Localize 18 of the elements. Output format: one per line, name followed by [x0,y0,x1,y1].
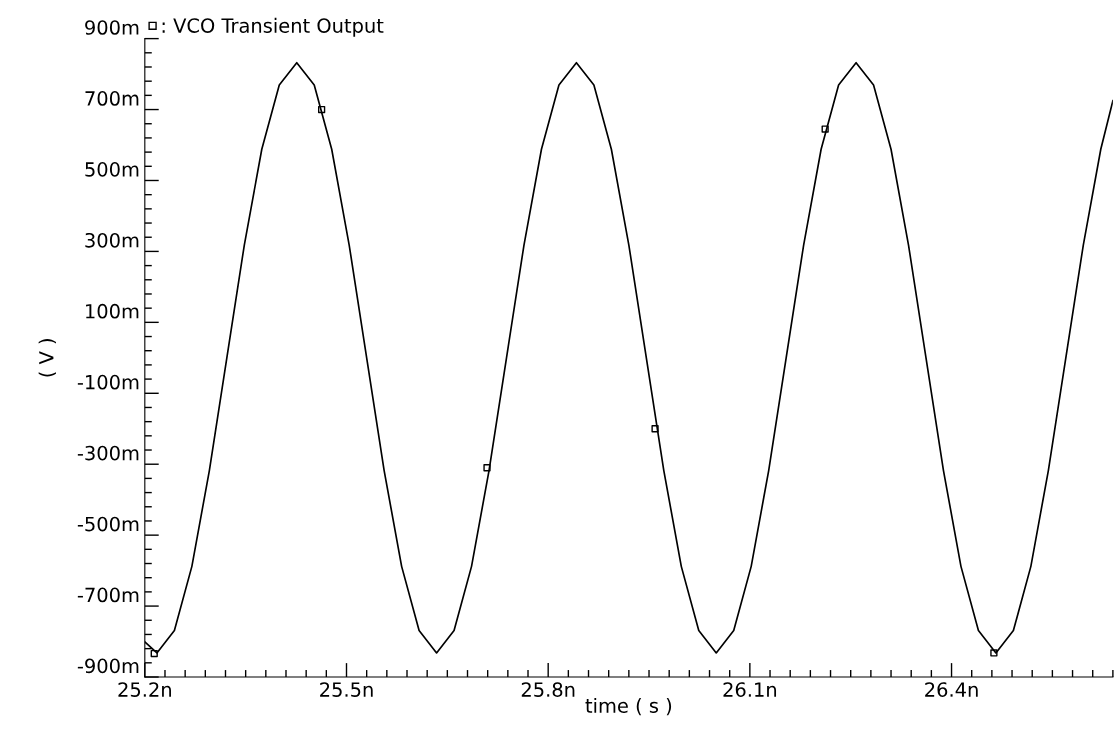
y-tick-label: -900m [77,658,139,674]
y-tick-label: -300m [77,445,139,461]
x-tick-label: 25.2n [118,682,171,697]
legend-label: : VCO Transient Output [162,17,384,37]
y-tick-label: -100m [77,374,139,390]
x-tick-label: 26.1n [723,682,777,697]
y-tick-label: 300m [85,232,139,248]
x-axis-title: time ( s ) [585,697,672,716]
y-tick-label: 500m [85,162,139,177]
y-tick-label: -500m [77,516,139,532]
x-tick-label: 25.8n [521,682,575,697]
y-tick-label: -700m [77,587,139,603]
y-tick-label: 100m [86,303,139,319]
y-tick-label: 700m [85,91,139,106]
y-axis-title: ( V ) [38,339,56,377]
x-tick-label: 26.4n [925,682,978,697]
y-tick-label: 900m [85,20,139,35]
x-tick-label: 25.5n [320,682,373,697]
